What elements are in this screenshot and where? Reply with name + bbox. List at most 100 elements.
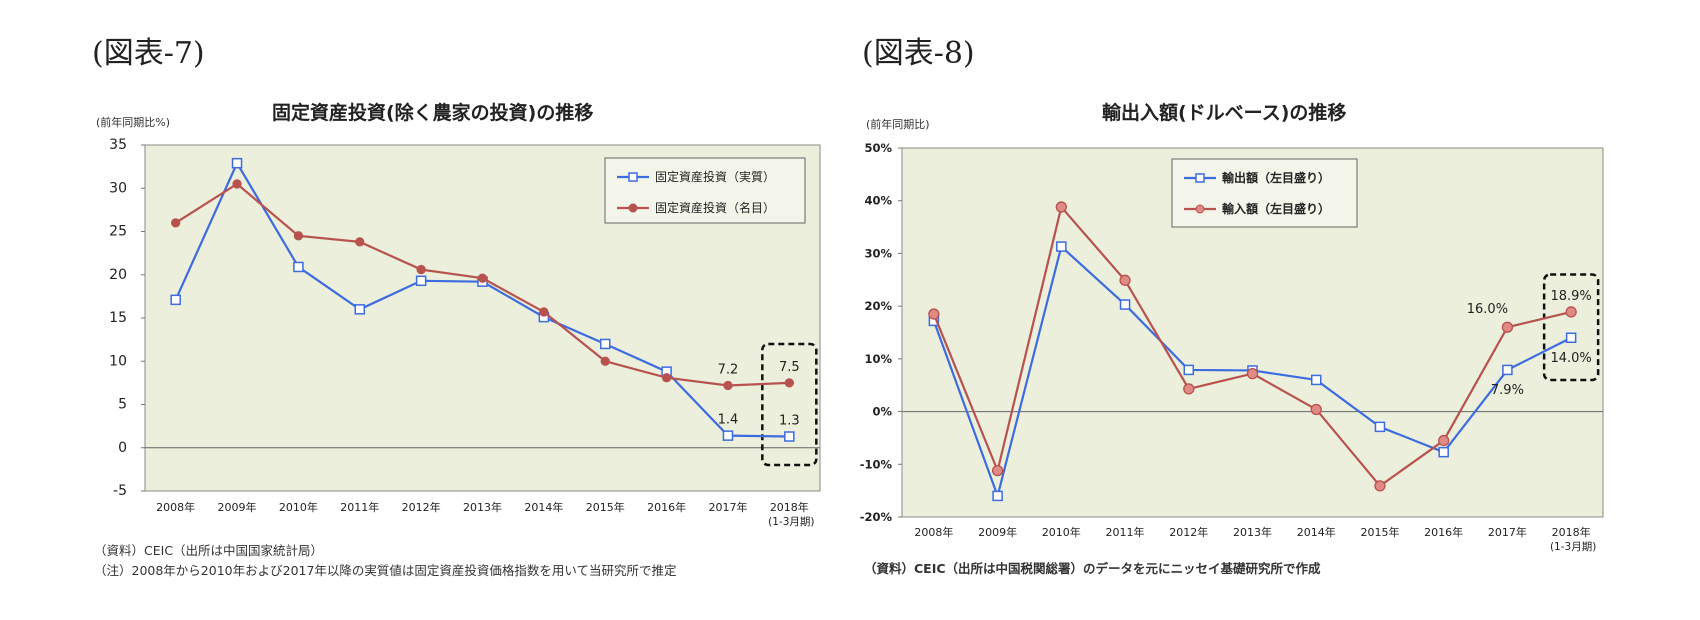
legend-swatch-marker: [628, 172, 638, 182]
chart-2-highlight-box: [1542, 273, 1600, 382]
data-point: [1183, 383, 1195, 395]
legend-swatch-marker: [628, 203, 638, 213]
legend-swatch-marker: [1195, 173, 1205, 183]
chart-2-legend: [1171, 158, 1358, 228]
data-point: [992, 490, 1003, 502]
y-tick-label: 40%: [864, 194, 892, 208]
y-tick-label: 0: [118, 440, 127, 456]
y-tick-label: 35: [109, 137, 127, 153]
data-point: [1056, 241, 1067, 252]
data-point: [354, 304, 366, 315]
x-tick-label: 2012年: [402, 500, 441, 514]
y-tick-label: 0%: [872, 405, 892, 419]
x-tick-label: 2011年: [340, 500, 379, 514]
data-point: [722, 430, 734, 441]
legend-entry-label: 固定資産投資（実質）: [655, 169, 775, 184]
x-tick-label: 2009年: [978, 525, 1017, 539]
y-tick-label: -10%: [860, 457, 893, 471]
x-tick-label: 2009年: [218, 500, 257, 514]
data-point: [784, 431, 795, 442]
data-point: [415, 275, 427, 287]
figure-7-label: (図表-7): [92, 36, 205, 71]
chart-1-title: 固定資産投資(除く農家の投資)の推移: [272, 102, 594, 124]
x-tick-label: 2008年: [914, 525, 953, 539]
y-tick-label: -5: [113, 483, 127, 499]
x-tick-sublabel: (1-3月期): [1550, 541, 1596, 553]
data-point: [784, 378, 794, 388]
x-tick-label: 2016年: [1424, 525, 1463, 539]
data-point: [991, 464, 1004, 477]
data-point: [1565, 332, 1577, 344]
data-label: 1.4: [718, 413, 739, 428]
data-label: 7.5: [779, 360, 800, 375]
data-point: [1438, 434, 1450, 447]
x-tick-label: 2018年: [770, 500, 809, 514]
y-tick-label: 20: [109, 267, 127, 283]
y-tick-label: 25: [109, 224, 127, 240]
y-tick-label: -20%: [860, 510, 893, 524]
legend-entry-label: 輸出額（左目盛り）: [1222, 170, 1330, 185]
x-tick-label: 2014年: [1297, 525, 1336, 539]
data-label: 7.9%: [1491, 383, 1524, 398]
y-tick-label: 10: [109, 353, 127, 369]
data-point: [1246, 367, 1259, 380]
chart-1-highlight-box: [761, 342, 818, 467]
chart-1-note: （注）2008年から2010年および2017年以降の実質値は固定資産投資価格指数…: [94, 563, 677, 578]
x-tick-label: 2015年: [1360, 525, 1399, 539]
x-tick-label: 2013年: [1233, 525, 1272, 539]
chart-1-source: （資料）CEIC（出所は中国国家統計局）: [94, 543, 324, 558]
data-point: [661, 373, 672, 383]
x-tick-sublabel: (1-3月期): [768, 516, 814, 528]
data-point: [1501, 321, 1514, 333]
y-tick-label: 50%: [864, 141, 892, 155]
data-label: 18.9%: [1550, 289, 1591, 304]
data-point: [1502, 364, 1513, 376]
legend-entry-label: 輸入額（左目盛り）: [1222, 201, 1330, 216]
data-label: 16.0%: [1467, 302, 1508, 317]
legend-swatch-marker: [1195, 204, 1205, 214]
data-point: [416, 264, 426, 275]
chart-1-legend: [604, 157, 806, 224]
data-point: [1374, 421, 1386, 433]
y-tick-label: 30%: [864, 246, 892, 260]
x-tick-label: 2018年: [1552, 525, 1591, 539]
x-tick-label: 2010年: [1042, 525, 1081, 539]
data-label: 1.3: [779, 414, 800, 429]
data-point: [1183, 364, 1195, 376]
data-point: [170, 294, 181, 306]
chart-2-source: （資料）CEIC（出所は中国税関総署）のデータを元にニッセイ基礎研究所で作成: [864, 561, 1321, 576]
data-point: [1310, 403, 1322, 416]
chart-2-title: 輸出入額(ドルベース)の推移: [1102, 102, 1347, 124]
data-point: [231, 157, 243, 169]
data-point: [1119, 299, 1131, 310]
data-point: [928, 308, 940, 320]
data-point: [232, 179, 242, 189]
x-tick-label: 2011年: [1106, 525, 1145, 539]
y-tick-label: 20%: [864, 299, 892, 313]
data-point: [600, 356, 610, 366]
figure-8-label: (図表-8): [862, 36, 975, 71]
data-point: [599, 338, 611, 350]
x-tick-label: 2012年: [1169, 525, 1208, 539]
y-tick-label: 5: [118, 397, 127, 413]
data-point: [1374, 480, 1386, 492]
data-label: 7.2: [718, 362, 739, 377]
x-tick-label: 2013年: [463, 500, 502, 514]
data-label: 14.0%: [1550, 351, 1591, 366]
data-point: [539, 307, 549, 317]
data-point: [1310, 374, 1322, 386]
data-point: [293, 261, 304, 273]
data-point: [355, 237, 365, 247]
y-tick-label: 10%: [864, 352, 892, 366]
x-tick-label: 2010年: [279, 500, 318, 514]
data-point: [1119, 274, 1131, 286]
x-tick-label: 2017年: [1488, 525, 1527, 539]
data-point: [1565, 306, 1577, 318]
legend-entry-label: 固定資産投資（名目）: [655, 200, 775, 215]
chart-1-unit-label: (前年同期比%): [96, 116, 171, 129]
data-point: [1055, 201, 1067, 213]
data-point: [171, 218, 181, 228]
x-tick-label: 2015年: [586, 500, 625, 514]
